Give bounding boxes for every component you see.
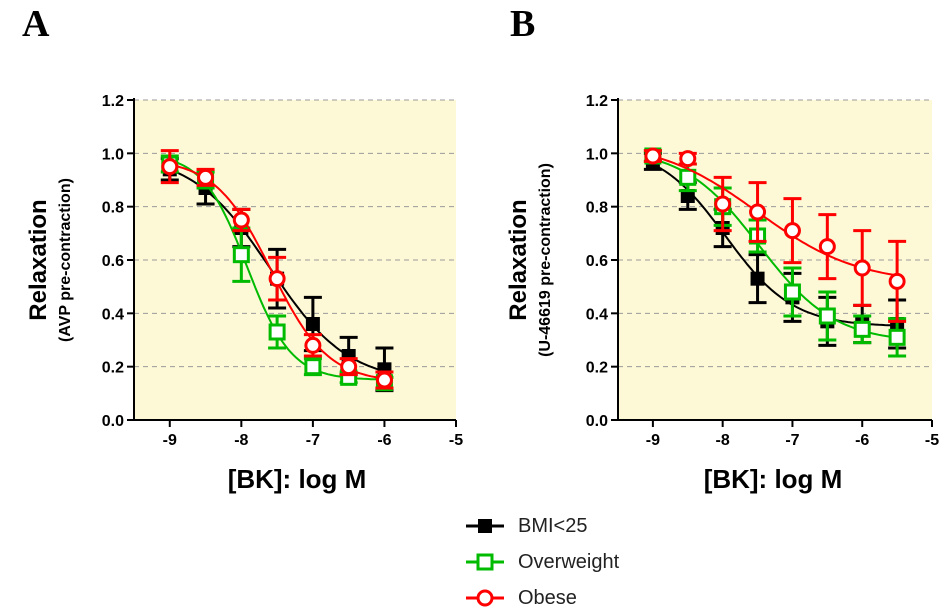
filled-square-marker-icon bbox=[466, 519, 504, 533]
y-tick-label: 0.0 bbox=[102, 413, 124, 430]
legend: BMI<25 Overweight Obese bbox=[462, 508, 619, 616]
series-obese bbox=[160, 149, 394, 390]
data-point bbox=[304, 358, 322, 376]
data-point bbox=[305, 317, 320, 331]
data-point bbox=[268, 323, 286, 341]
open-square-marker-icon bbox=[466, 553, 504, 571]
data-point bbox=[680, 189, 695, 203]
x-tick-label: -5 bbox=[925, 432, 939, 449]
data-point bbox=[818, 238, 836, 256]
legend-label: Obese bbox=[518, 586, 577, 609]
data-point bbox=[161, 158, 179, 176]
y-tick-label: 1.2 bbox=[586, 93, 608, 110]
x-axis-label: [BK]: log M bbox=[228, 464, 367, 494]
data-point bbox=[783, 222, 801, 240]
y-tick-label: 0.8 bbox=[586, 200, 608, 217]
y-tick-label: 0.4 bbox=[586, 306, 608, 323]
data-point bbox=[714, 195, 732, 213]
x-tick-label: -6 bbox=[855, 432, 869, 449]
x-tick-label: -8 bbox=[234, 432, 248, 449]
chart-panel-b: 0.0 0.2 0.4 0.6 0.8 1.0 1.2 -9 -8 -7 -6 -5 [BK]: log… bbox=[505, 93, 939, 494]
y-tick-label: 0.6 bbox=[586, 253, 608, 270]
series-obese bbox=[643, 147, 907, 323]
data-point bbox=[644, 147, 662, 165]
x-tick-label: -9 bbox=[646, 432, 660, 449]
y-tick-label: 0.8 bbox=[102, 200, 124, 217]
x-tick-label: -7 bbox=[785, 432, 799, 449]
x-tick-label: -7 bbox=[306, 432, 320, 449]
data-point bbox=[197, 168, 215, 186]
chart-panel-a: 0.0 0.2 0.4 0.6 0.8 1.0 1.2 -9 -8 -7 -6 -5 [BK]: log… bbox=[25, 93, 463, 494]
y-tick-label: 1.2 bbox=[102, 93, 124, 110]
legend-item-obese: Obese bbox=[462, 580, 619, 616]
y-axis-label: Relaxation bbox=[25, 199, 52, 320]
y-tick-label: 0.0 bbox=[586, 413, 608, 430]
legend-label: Overweight bbox=[518, 550, 620, 573]
x-tick-label: -5 bbox=[449, 432, 463, 449]
data-point bbox=[853, 259, 871, 277]
legend-label: BMI<25 bbox=[518, 514, 588, 537]
y-tick-label: 1.0 bbox=[586, 146, 608, 163]
y-tick-label: 0.2 bbox=[102, 360, 124, 377]
x-tick-label: -9 bbox=[163, 432, 177, 449]
y-tick-label: 0.4 bbox=[102, 306, 124, 323]
y-axis-sublabel: (AVP pre-contraction) bbox=[57, 178, 74, 342]
data-point bbox=[750, 271, 765, 286]
data-point bbox=[232, 211, 250, 229]
data-point bbox=[340, 358, 358, 376]
plot-area bbox=[134, 100, 456, 420]
y-axis-sublabel: (U-46619 pre-contraction) bbox=[537, 163, 554, 357]
data-point bbox=[304, 336, 322, 354]
data-point bbox=[375, 371, 393, 389]
x-axis-label: [BK]: log M bbox=[704, 464, 843, 494]
data-point bbox=[749, 203, 767, 221]
y-tick-label: 1.0 bbox=[102, 146, 124, 163]
x-tick-label: -8 bbox=[716, 432, 730, 449]
data-point bbox=[888, 272, 906, 290]
open-circle-marker-icon bbox=[466, 589, 504, 607]
data-point bbox=[268, 270, 286, 288]
data-point bbox=[679, 150, 697, 168]
data-point bbox=[679, 168, 697, 186]
legend-item-overweight: Overweight bbox=[462, 544, 619, 580]
y-tick-label: 0.6 bbox=[102, 253, 124, 270]
legend-item-bmi: BMI<25 bbox=[462, 508, 619, 544]
figure-canvas: 0.0 0.2 0.4 0.6 0.8 1.0 1.2 -9 -8 -7 -6 -5 [BK]: log… bbox=[25, 93, 939, 494]
data-point bbox=[853, 320, 871, 338]
y-tick-label: 0.2 bbox=[586, 360, 608, 377]
data-point bbox=[818, 307, 836, 325]
panel-b-letter: B bbox=[510, 3, 536, 45]
data-point bbox=[783, 283, 801, 301]
x-tick-label: -6 bbox=[377, 432, 391, 449]
data-point bbox=[232, 246, 250, 264]
y-axis-label: Relaxation bbox=[505, 199, 532, 320]
panel-a-letter: A bbox=[22, 3, 50, 45]
data-point bbox=[888, 328, 906, 346]
